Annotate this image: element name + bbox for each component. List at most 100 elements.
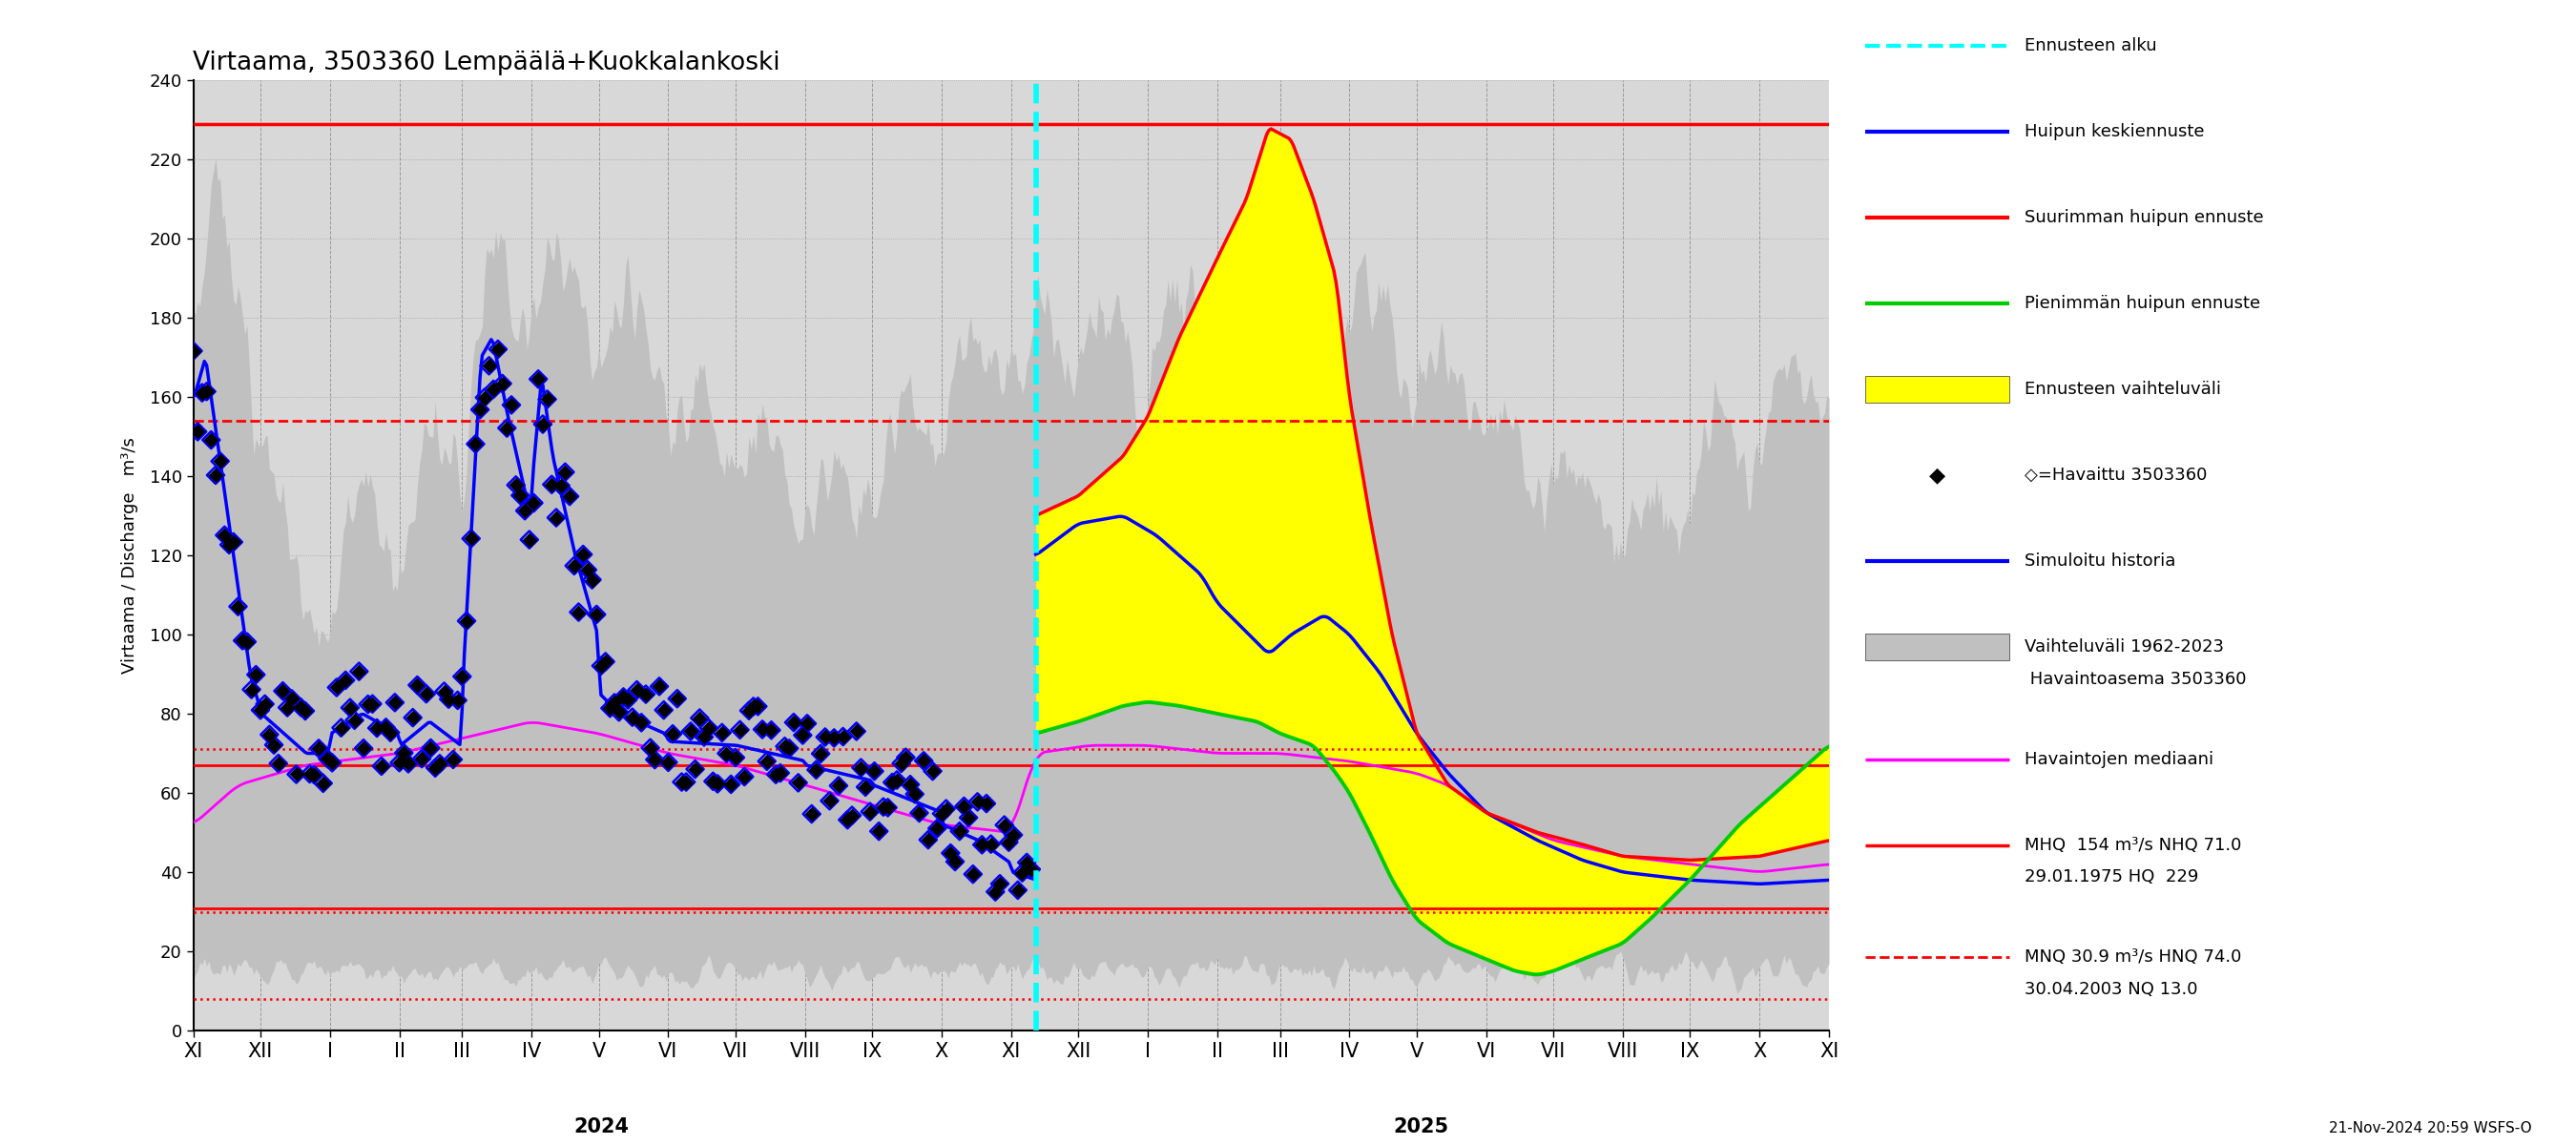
Point bbox=[791, 805, 832, 823]
Point bbox=[234, 665, 276, 684]
Point bbox=[765, 737, 806, 756]
Point bbox=[554, 556, 595, 575]
Point bbox=[899, 804, 940, 822]
Point bbox=[768, 740, 809, 758]
Point bbox=[876, 771, 917, 789]
Point bbox=[644, 701, 685, 719]
Point bbox=[312, 753, 353, 772]
Point bbox=[984, 816, 1025, 835]
Point bbox=[384, 744, 425, 763]
Point bbox=[835, 722, 876, 741]
Point bbox=[507, 530, 549, 548]
Point bbox=[603, 688, 644, 706]
Point bbox=[662, 773, 703, 791]
Point bbox=[868, 798, 909, 816]
Text: Pienimmän huipun ennuste: Pienimmän huipun ennuste bbox=[2025, 294, 2262, 311]
Text: ◇=Havaittu 3503360: ◇=Havaittu 3503360 bbox=[2025, 466, 2208, 483]
Point bbox=[894, 785, 935, 804]
Point bbox=[384, 744, 425, 763]
Point bbox=[536, 508, 577, 527]
Point bbox=[392, 709, 433, 727]
Text: ◆: ◆ bbox=[1929, 466, 1945, 484]
Point bbox=[294, 766, 335, 784]
Point bbox=[397, 676, 438, 694]
Point bbox=[392, 709, 433, 727]
Point bbox=[451, 529, 492, 547]
Point bbox=[415, 759, 456, 777]
Point bbox=[252, 736, 294, 755]
Point bbox=[191, 431, 232, 449]
Point bbox=[263, 681, 304, 700]
Point bbox=[598, 703, 639, 721]
Point bbox=[518, 370, 559, 388]
Point bbox=[420, 755, 461, 773]
Point bbox=[544, 463, 585, 481]
Point bbox=[283, 702, 325, 720]
Point bbox=[881, 755, 922, 773]
Point bbox=[227, 632, 268, 650]
Point bbox=[348, 695, 389, 713]
Point bbox=[698, 775, 739, 793]
Point bbox=[232, 680, 273, 698]
Point bbox=[567, 561, 608, 579]
Point bbox=[580, 656, 621, 674]
Point bbox=[850, 803, 891, 821]
Point bbox=[868, 798, 909, 816]
Point bbox=[652, 725, 693, 743]
Point bbox=[562, 545, 603, 563]
Point bbox=[222, 631, 263, 649]
Point bbox=[294, 766, 335, 784]
Point bbox=[281, 698, 322, 717]
Point bbox=[850, 803, 891, 821]
Point bbox=[276, 765, 317, 783]
Point bbox=[989, 834, 1030, 852]
Point bbox=[500, 487, 541, 505]
Point bbox=[222, 631, 263, 649]
Point bbox=[240, 701, 281, 719]
Point bbox=[268, 698, 309, 717]
Point bbox=[742, 720, 783, 739]
Point bbox=[234, 665, 276, 684]
Point bbox=[881, 755, 922, 773]
Point bbox=[747, 752, 788, 771]
Point bbox=[657, 689, 698, 708]
Point bbox=[366, 718, 407, 736]
Point bbox=[281, 698, 322, 717]
Point bbox=[992, 826, 1033, 844]
Text: Virtaama, 3503360 Lempäälä+Kuokkalankoski: Virtaama, 3503360 Lempäälä+Kuokkalankosk… bbox=[193, 50, 781, 76]
Point bbox=[598, 703, 639, 721]
Point bbox=[1010, 860, 1051, 878]
Point bbox=[904, 751, 945, 769]
Point bbox=[938, 822, 979, 840]
Point bbox=[974, 883, 1015, 901]
Point bbox=[495, 476, 536, 495]
Point bbox=[469, 356, 510, 374]
Point bbox=[783, 726, 824, 744]
Point bbox=[732, 697, 773, 716]
Point bbox=[729, 702, 770, 720]
Point bbox=[404, 685, 446, 703]
Point bbox=[335, 711, 376, 729]
Point bbox=[577, 606, 618, 624]
Point bbox=[680, 709, 721, 727]
Point bbox=[505, 502, 546, 520]
Point bbox=[801, 744, 842, 763]
Point bbox=[477, 340, 518, 358]
Point bbox=[907, 830, 948, 848]
Point bbox=[701, 724, 742, 742]
Point bbox=[263, 681, 304, 700]
Point bbox=[786, 714, 827, 733]
Point bbox=[629, 739, 670, 757]
Point bbox=[670, 722, 711, 741]
Point bbox=[371, 724, 412, 742]
Point bbox=[283, 702, 325, 720]
Point bbox=[979, 875, 1020, 893]
Point bbox=[173, 341, 214, 360]
Point bbox=[889, 775, 930, 793]
Point bbox=[422, 682, 464, 701]
Point bbox=[523, 414, 564, 433]
Point bbox=[639, 677, 680, 695]
Point bbox=[750, 721, 791, 740]
Point bbox=[652, 725, 693, 743]
Point bbox=[204, 526, 245, 544]
